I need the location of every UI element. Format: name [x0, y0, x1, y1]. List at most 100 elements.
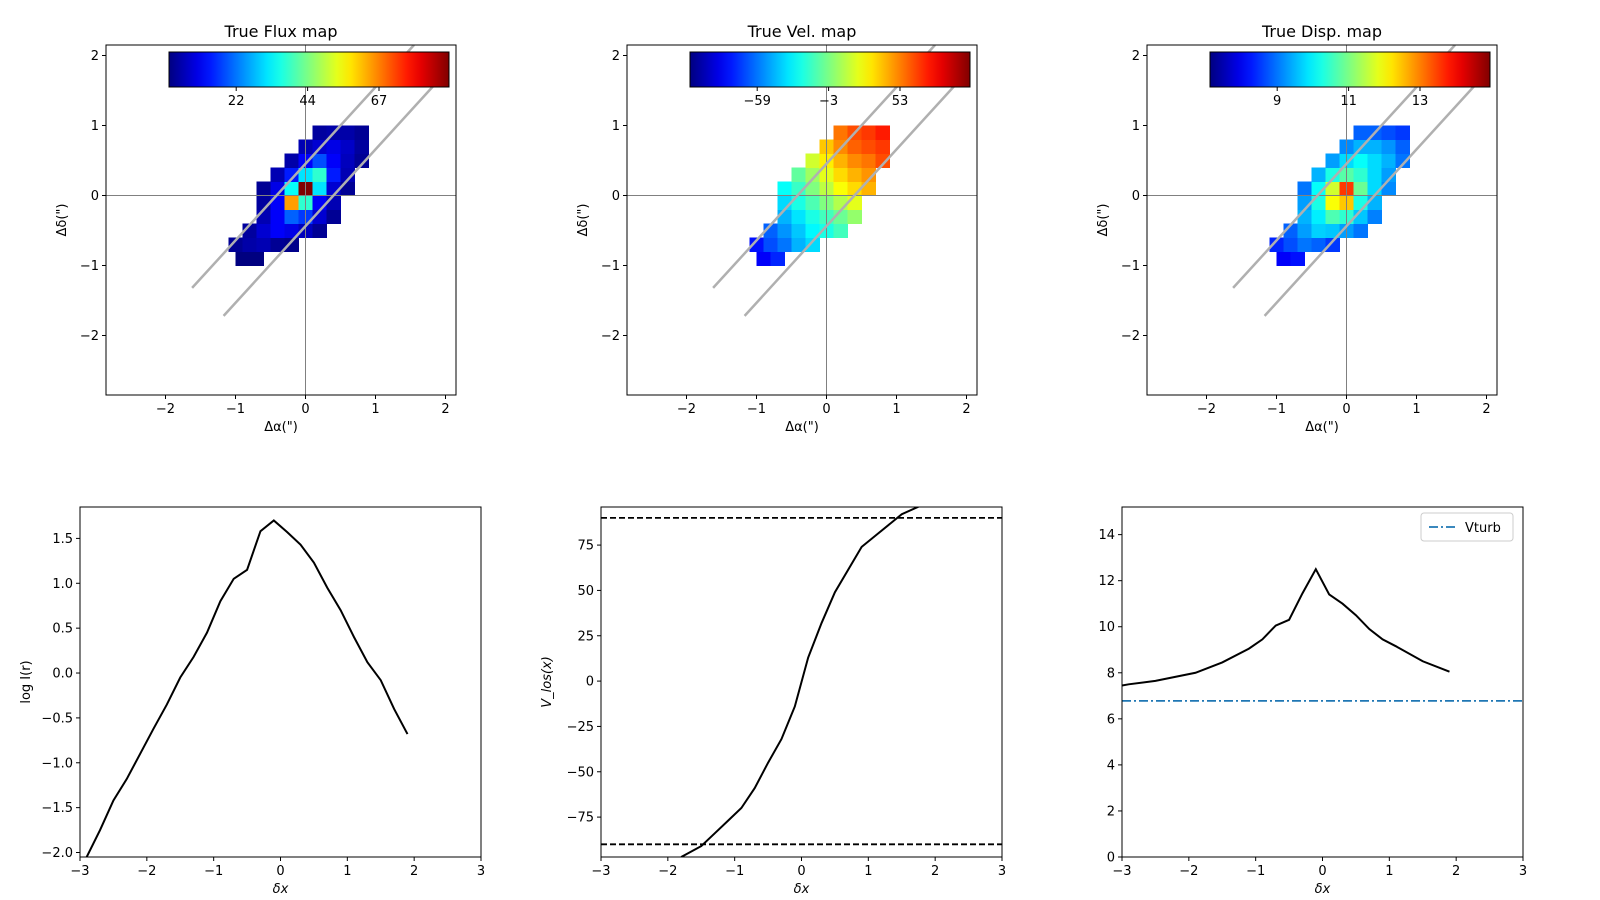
heatmap-cell [1297, 237, 1312, 252]
subplot-3: 9 11 13 −2 −1 0 1 2 −2 −1 0 1 2 True Disp. map Δα(") Δδ… [1096, 22, 1498, 435]
heatmap-cell [312, 223, 327, 238]
y-axis-label: Δδ(") [576, 204, 591, 237]
heatmap-cell [354, 125, 369, 140]
y-tick-label: 2 [1132, 49, 1140, 64]
heatmap-cell [833, 223, 848, 238]
colorbar-tick-label: 22 [228, 94, 245, 109]
x-tick-label: 2 [410, 864, 418, 879]
heatmap-cell [1311, 209, 1326, 224]
x-tick-label: 0 [1342, 402, 1350, 417]
heatmap-cell [847, 153, 862, 168]
x-tick-label: 0 [301, 402, 309, 417]
y-tick-label: 1 [1132, 119, 1140, 134]
x-axis-label: Δα(") [264, 420, 298, 435]
plot-area [106, 45, 456, 395]
heatmap-cell [1325, 209, 1340, 224]
heatmap-cell [1381, 153, 1396, 168]
x-axis-label: Δα(") [1305, 420, 1339, 435]
x-tick-label: 3 [1519, 864, 1527, 879]
heatmap-cell [1353, 167, 1368, 182]
y-axis-label: V_los(x) [540, 656, 555, 708]
y-tick-label: 1.0 [52, 577, 73, 592]
colorbar-tick-label: 13 [1412, 94, 1429, 109]
heatmap-cell [805, 209, 820, 224]
x-tick-label: 0 [276, 864, 284, 879]
heatmap-cell [312, 125, 327, 140]
y-tick-label: 25 [577, 629, 594, 644]
heatmap-cell [791, 195, 806, 210]
y-tick-label: 0.5 [52, 622, 73, 637]
x-tick-label: 0 [1318, 864, 1326, 879]
heatmap-cell [340, 153, 355, 168]
heatmap-cell [340, 139, 355, 154]
heatmap-cell [1325, 237, 1340, 252]
heatmap-cell [284, 209, 299, 224]
y-tick-label: 12 [1098, 574, 1115, 589]
legend-box [1420, 512, 1514, 542]
y-tick-label: −75 [567, 811, 594, 826]
heatmap-cell [1297, 181, 1312, 196]
colorbar-tick-label: 9 [1273, 94, 1281, 109]
subplot-1: 22 44 67 −2 −1 0 1 2 −2 −1 0 1 2 True Flux map Δα(") Δδ… [55, 22, 457, 435]
series-line [85, 519, 409, 857]
heatmap-cell [1311, 181, 1326, 196]
heatmap-cell [861, 139, 876, 154]
legend-label: Vturb [1465, 521, 1501, 536]
y-tick-label: 14 [1098, 528, 1115, 543]
heatmap-cell [284, 167, 299, 182]
series-line [680, 507, 921, 857]
colorbar [1209, 51, 1491, 88]
x-tick-label: −3 [70, 864, 89, 879]
x-axis-label: Δα(") [785, 420, 819, 435]
subplot-5: −3 −2 −1 0 1 2 3 −75 −50 −25 0 25 50 75 δx V_los(x) [540, 506, 1006, 897]
heatmap-cell [1381, 125, 1396, 140]
heatmap-cell [228, 237, 243, 252]
heatmap-cell [284, 195, 299, 210]
heatmap-cell [791, 209, 806, 224]
y-tick-label: −2 [1121, 329, 1140, 344]
heatmap-cell [1381, 139, 1396, 154]
y-tick-label: 1 [91, 119, 99, 134]
heatmap-cell [1367, 209, 1382, 224]
axes-frame [626, 44, 978, 396]
heatmap-cell [270, 167, 285, 182]
heatmap-cell [326, 153, 341, 168]
heatmap-cell [1353, 125, 1368, 140]
colorbar-tick-label: 44 [299, 94, 316, 109]
heatmap-cell [1353, 181, 1368, 196]
heatmap-cell [1325, 181, 1340, 196]
heatmap-cell [270, 223, 285, 238]
y-tick-label: −1.5 [41, 801, 73, 816]
y-tick-label: 0 [586, 675, 594, 690]
y-tick-label: 2 [1107, 804, 1115, 819]
heatmap-cell [354, 153, 369, 168]
slit-line-2 [1263, 75, 1484, 317]
y-tick-label: −2.0 [41, 846, 73, 861]
heatmap-cell [256, 223, 271, 238]
x-tick-label: −3 [1112, 864, 1131, 879]
heatmap-cell [805, 237, 820, 252]
heatmap-cell [312, 167, 327, 182]
heatmap-cell [756, 251, 771, 266]
x-tick-label: 1 [343, 864, 351, 879]
heatmap-cell [256, 181, 271, 196]
chart-title: True Disp. map [1261, 22, 1382, 41]
x-tick-label: −2 [1197, 402, 1216, 417]
heatmap-cell [791, 237, 806, 252]
x-tick-label: 2 [1452, 864, 1460, 879]
series-line [1122, 567, 1450, 687]
heatmap-cell [777, 223, 792, 238]
heatmap-cell [763, 237, 778, 252]
axes-frame [1121, 506, 1524, 858]
heatmap-cell [1269, 237, 1284, 252]
heatmap-cell [875, 153, 890, 168]
x-tick-label: −3 [591, 864, 610, 879]
heatmap-cell [1395, 125, 1410, 140]
heatmap-cell [1381, 167, 1396, 182]
heatmap-cell [1297, 223, 1312, 238]
heatmap-cell [833, 125, 848, 140]
y-tick-label: −25 [567, 720, 594, 735]
heatmap-cell [749, 237, 764, 252]
axes-frame [79, 506, 482, 858]
plot-area [1122, 567, 1523, 702]
